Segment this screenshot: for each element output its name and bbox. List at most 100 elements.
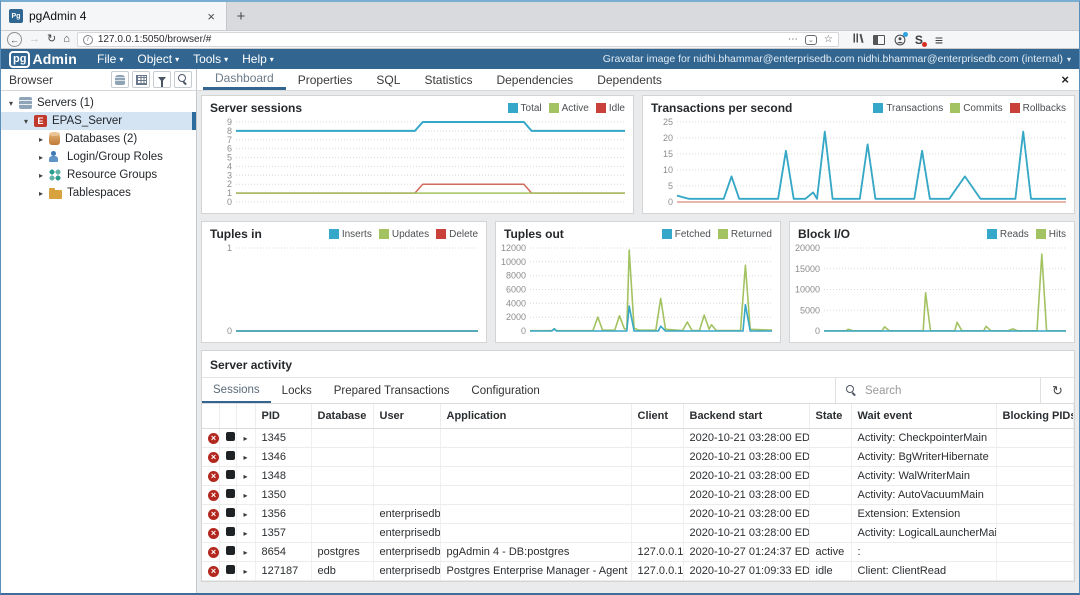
library-icon[interactable] xyxy=(852,31,864,49)
terminate-session-icon[interactable]: × xyxy=(208,547,218,558)
table-row[interactable]: × ▸ 127187 edb enterprisedb Postgres Enterpri… xyxy=(202,561,1074,581)
cell-application xyxy=(440,523,632,543)
menu-file[interactable]: File xyxy=(97,52,123,66)
cancel-query-icon[interactable] xyxy=(225,508,235,517)
tree-item-tablespaces[interactable]: ▸ Tablespaces xyxy=(1,184,196,202)
cancel-query-icon[interactable] xyxy=(225,432,235,441)
filter-button[interactable] xyxy=(153,71,171,88)
chevron-down-icon[interactable]: ▾ xyxy=(8,98,13,108)
expand-row-icon[interactable]: ▸ xyxy=(243,548,248,557)
tree-item-epas-server[interactable]: ▾ EPAS_Server xyxy=(1,112,196,130)
cell-application xyxy=(440,504,632,524)
column-header-blocking-pids[interactable]: Blocking PIDs xyxy=(996,404,1074,429)
chevron-right-icon[interactable]: ▸ xyxy=(38,188,43,198)
cell-wait-event: Activity: BgWriterHibernate xyxy=(851,447,997,467)
bookmark-star-icon[interactable]: ☆ xyxy=(823,34,833,45)
tree-item-databases-2[interactable]: ▸ Databases (2) xyxy=(1,130,196,148)
tab-close-icon[interactable]: × xyxy=(207,8,215,24)
cancel-query-icon[interactable] xyxy=(225,451,235,460)
column-header-state[interactable]: State xyxy=(809,404,852,429)
query-tool-button[interactable] xyxy=(132,71,150,88)
tab-configuration[interactable]: Configuration xyxy=(471,384,540,397)
sidebar-toggle-icon[interactable] xyxy=(872,34,885,45)
tab-dependencies[interactable]: Dependencies xyxy=(496,72,574,87)
terminate-session-icon[interactable]: × xyxy=(208,452,218,463)
search-objects-button[interactable] xyxy=(174,71,192,88)
tab-prepared-transactions[interactable]: Prepared Transactions xyxy=(333,384,450,397)
forward-button[interactable]: → xyxy=(29,33,40,45)
column-header-user[interactable]: User xyxy=(373,404,441,429)
account-icon[interactable] xyxy=(894,31,908,46)
cancel-query-icon[interactable] xyxy=(225,527,235,536)
table-row[interactable]: × ▸ 1345 2020-10-21 03:28:00 EDT Activity: C… xyxy=(202,428,1074,448)
terminate-session-icon[interactable]: × xyxy=(208,509,218,520)
page-actions-icon[interactable]: ⋯ xyxy=(787,34,798,45)
expand-row-icon[interactable]: ▸ xyxy=(243,453,248,462)
pocket-icon[interactable]: ⌄ xyxy=(804,34,817,45)
cancel-query-icon[interactable] xyxy=(225,470,235,479)
reload-button[interactable]: ↻ xyxy=(47,33,57,45)
column-header-backend-start[interactable]: Backend start xyxy=(683,404,810,429)
svg-text:5000: 5000 xyxy=(800,305,820,315)
terminate-session-icon[interactable]: × xyxy=(208,528,218,539)
tree-item-resource-groups[interactable]: ▸ Resource Groups xyxy=(1,166,196,184)
table-row[interactable]: × ▸ 1346 2020-10-21 03:28:00 EDT Activity: B… xyxy=(202,447,1074,467)
search-input[interactable] xyxy=(865,384,985,397)
tab-sessions[interactable]: Sessions xyxy=(202,378,271,403)
expand-row-icon[interactable]: ▸ xyxy=(243,510,248,519)
refresh-icon[interactable]: ↻ xyxy=(1040,378,1074,403)
table-row[interactable]: × ▸ 1350 2020-10-21 03:28:00 EDT Activity: A… xyxy=(202,485,1074,505)
terminate-session-icon[interactable]: × xyxy=(208,566,218,577)
chevron-down-icon[interactable]: ▾ xyxy=(23,116,28,126)
cancel-query-icon[interactable] xyxy=(225,546,235,555)
url-bar[interactable]: i 127.0.0.1:5050/browser/# ⋯ ⌄ ☆ xyxy=(76,32,839,47)
cancel-query-icon[interactable] xyxy=(225,489,235,498)
terminate-session-icon[interactable]: × xyxy=(208,433,218,444)
chevron-right-icon[interactable]: ▸ xyxy=(38,170,43,180)
table-row[interactable]: × ▸ 1357 enterprisedb 2020-10-21 03:28:00 ED… xyxy=(202,523,1074,543)
menu-tools[interactable]: Tools xyxy=(193,52,228,66)
column-header-database[interactable]: Database xyxy=(311,404,374,429)
user-menu[interactable]: Gravatar image for nidhi.bhammar@enterpr… xyxy=(603,53,1071,65)
tab-properties[interactable]: Properties xyxy=(297,72,353,87)
panel-close-icon[interactable]: × xyxy=(1061,72,1069,87)
back-button[interactable]: ← xyxy=(7,32,22,47)
svg-text:0: 0 xyxy=(227,326,232,336)
new-tab-button[interactable]: + xyxy=(236,7,246,25)
tab-dashboard[interactable]: Dashboard xyxy=(203,69,286,90)
browser-tab[interactable]: Pg pgAdmin 4 × xyxy=(1,2,227,30)
expand-row-icon[interactable]: ▸ xyxy=(243,529,248,538)
extension-icon[interactable]: S xyxy=(915,33,927,47)
legend-item-active: Active xyxy=(548,103,589,114)
menu-help[interactable]: Help xyxy=(242,52,274,66)
expand-row-icon[interactable]: ▸ xyxy=(243,491,248,500)
chevron-right-icon[interactable]: ▸ xyxy=(38,152,43,162)
expand-row-icon[interactable]: ▸ xyxy=(243,434,248,443)
cancel-query-icon[interactable] xyxy=(225,565,235,574)
expand-row-icon[interactable]: ▸ xyxy=(243,567,248,576)
column-header-application[interactable]: Application xyxy=(440,404,632,429)
expand-row-icon[interactable]: ▸ xyxy=(243,472,248,481)
table-row[interactable]: × ▸ 8654 postgres enterprisedb pgAdmin 4 - DB… xyxy=(202,542,1074,562)
table-row[interactable]: × ▸ 1348 2020-10-21 03:28:00 EDT Activity: W… xyxy=(202,466,1074,486)
column-header-pid[interactable]: PID xyxy=(255,404,312,429)
home-button[interactable]: ⌂ xyxy=(63,33,70,45)
column-header-client[interactable]: Client xyxy=(631,404,684,429)
tab-statistics[interactable]: Statistics xyxy=(424,72,473,87)
tree-item-servers-1[interactable]: ▾ Servers (1) xyxy=(1,94,196,112)
menu-icon[interactable]: ≡ xyxy=(934,31,944,48)
column-header-wait-event[interactable]: Wait event xyxy=(851,404,997,429)
table-row[interactable]: × ▸ 1356 enterprisedb 2020-10-21 03:28:00 ED… xyxy=(202,504,1074,524)
terminate-session-icon[interactable]: × xyxy=(208,471,218,482)
menu-object[interactable]: Object xyxy=(137,52,179,66)
tab-dependents[interactable]: Dependents xyxy=(597,72,662,87)
tab-sql[interactable]: SQL xyxy=(376,72,401,87)
terminate-session-icon[interactable]: × xyxy=(208,490,218,501)
chevron-right-icon[interactable]: ▸ xyxy=(38,134,43,144)
legend-label: Delete xyxy=(449,228,478,240)
add-server-button[interactable] xyxy=(111,71,129,88)
url-text[interactable]: 127.0.0.1:5050/browser/# xyxy=(97,34,212,45)
tree-item-login-group-roles[interactable]: ▸ Login/Group Roles xyxy=(1,148,196,166)
tab-locks[interactable]: Locks xyxy=(281,384,312,397)
site-info-icon[interactable]: i xyxy=(82,34,93,45)
